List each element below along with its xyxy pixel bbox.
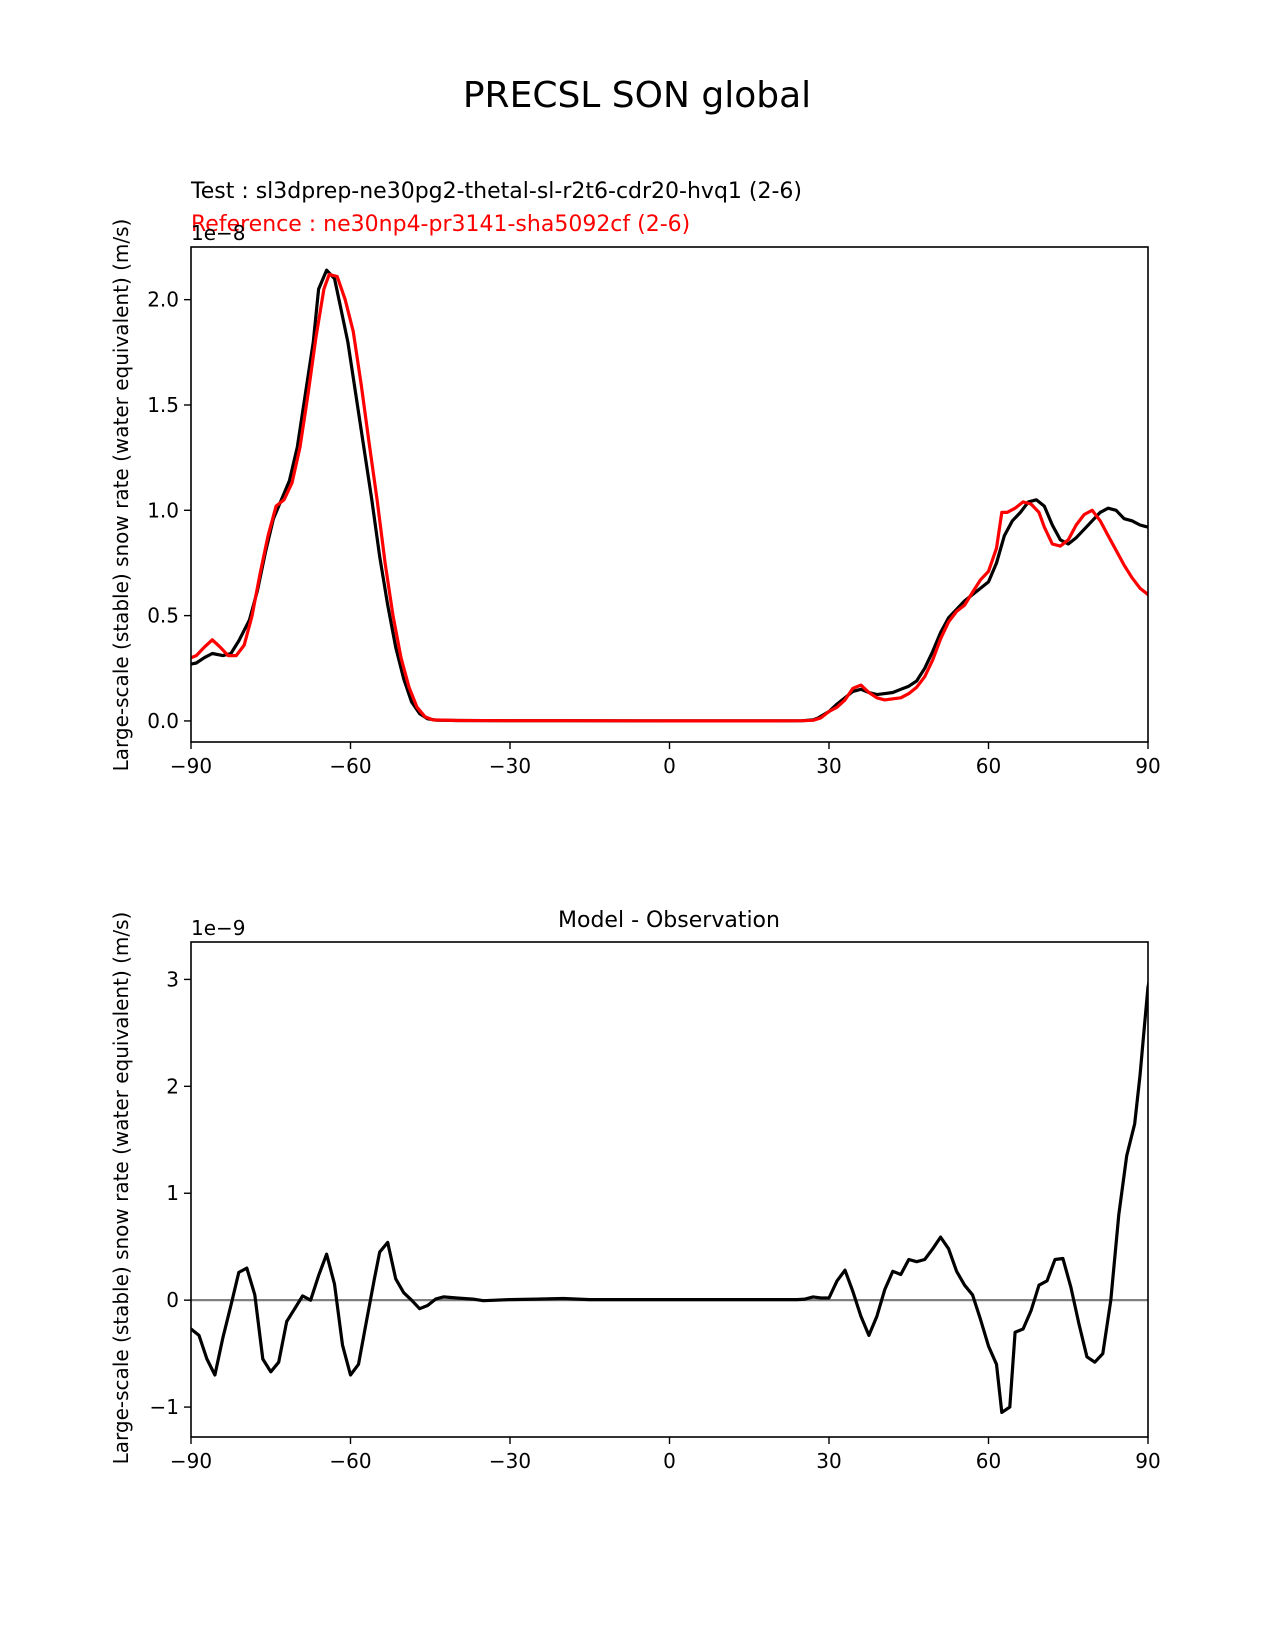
top-y-tick-label: 1.0 bbox=[147, 498, 179, 522]
bottom-y-tick-label: 3 bbox=[166, 967, 179, 991]
top-x-tick-label: −30 bbox=[489, 754, 531, 778]
figure-title: PRECSL SON global bbox=[463, 75, 811, 116]
bottom-y-offset-label: 1e−9 bbox=[191, 916, 246, 940]
bottom-x-tick-label: −30 bbox=[489, 1449, 531, 1473]
bottom-ticks-layer: −90 −60 −30 0 30 60 90 −1 0 1 2 3 bbox=[150, 967, 1161, 1473]
top-x-tick-label: −60 bbox=[329, 754, 371, 778]
top-y-tick-label: 0.5 bbox=[147, 604, 179, 628]
top-y-tick-label: 2.0 bbox=[147, 288, 179, 312]
top-plot-frame bbox=[190, 246, 1149, 743]
bottom-panel-title: Model - Observation bbox=[558, 908, 780, 933]
top-test-label: Test : sl3dprep-ne30pg2-thetal-sl-r2t6-c… bbox=[190, 179, 802, 204]
bottom-y-tick-label: 2 bbox=[166, 1074, 179, 1098]
top-y-offset-label: 1e−8 bbox=[191, 221, 246, 245]
bottom-x-tick-label: 30 bbox=[816, 1449, 841, 1473]
top-reference-label: Reference : ne30np4-pr3141-sha5092cf (2-… bbox=[191, 212, 690, 237]
bottom-plot-frame bbox=[190, 941, 1149, 1438]
bottom-x-tick-label: 0 bbox=[663, 1449, 676, 1473]
bottom-x-tick-label: 90 bbox=[1135, 1449, 1160, 1473]
top-series-reference-line bbox=[191, 272, 1148, 723]
top-ticks-layer: −90 −60 −30 0 30 60 90 0.0 0.5 1.0 1.5 2.0 bbox=[147, 288, 1161, 778]
top-x-tick-label: 0 bbox=[663, 754, 676, 778]
bottom-x-tick-label: −60 bbox=[329, 1449, 371, 1473]
bottom-y-axis-label: Large-scale (stable) snow rate (water eq… bbox=[109, 912, 133, 1465]
top-y-tick-label: 0.0 bbox=[147, 709, 179, 733]
bottom-y-tick-label: 0 bbox=[166, 1288, 179, 1312]
top-x-tick-label: 90 bbox=[1135, 754, 1160, 778]
bottom-series-difference-line bbox=[191, 978, 1148, 1414]
bottom-panel: Model - Observation 1e−9 Large-scale (st… bbox=[109, 908, 1161, 1473]
top-y-tick-label: 1.5 bbox=[147, 393, 179, 417]
bottom-y-tick-label: 1 bbox=[166, 1181, 179, 1205]
bottom-x-tick-label: −90 bbox=[170, 1449, 212, 1473]
top-series-layer bbox=[191, 268, 1148, 723]
bottom-x-tick-label: 60 bbox=[976, 1449, 1001, 1473]
top-x-tick-label: 60 bbox=[976, 754, 1001, 778]
bottom-y-tick-label: −1 bbox=[150, 1395, 179, 1419]
top-panel: Test : sl3dprep-ne30pg2-thetal-sl-r2t6-c… bbox=[109, 179, 1161, 778]
bottom-series-layer bbox=[191, 978, 1148, 1414]
top-y-axis-label: Large-scale (stable) snow rate (water eq… bbox=[109, 219, 133, 772]
top-x-tick-label: −90 bbox=[170, 754, 212, 778]
top-x-tick-label: 30 bbox=[816, 754, 841, 778]
